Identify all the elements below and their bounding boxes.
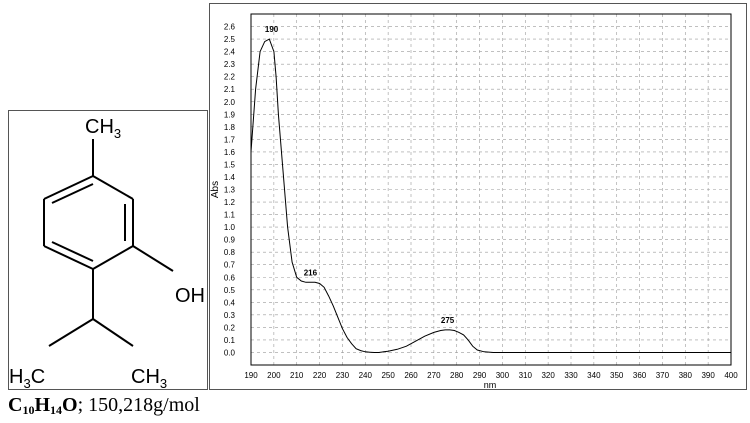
- absorbance-series-line: [250, 38, 731, 353]
- methyl-label: CH3: [85, 116, 121, 141]
- ring-double-bond: [51, 241, 94, 262]
- y-tick-label: 0.7: [224, 261, 236, 270]
- y-tick-label: 0.8: [224, 248, 236, 257]
- hydroxyl-bond: [132, 245, 174, 272]
- y-tick-label: 0.1: [224, 336, 236, 345]
- y-tick-label: 2.1: [224, 85, 236, 94]
- hydroxyl-label: OH: [175, 285, 205, 307]
- y-tick-label: 1.8: [224, 123, 236, 132]
- benzene-ring: [43, 139, 174, 347]
- x-tick-label: 240: [359, 371, 373, 380]
- x-tick-label: 250: [381, 371, 395, 380]
- y-tick-label: 2.3: [224, 60, 236, 69]
- peak-label: 216: [304, 268, 318, 277]
- thymol-structure-diagram: CH3 OH H3C CH3: [9, 116, 205, 391]
- x-tick-label: 220: [313, 371, 327, 380]
- left-methyl-label: H3C: [9, 366, 45, 389]
- y-axis-ticks: 0.0 0.1 0.2 0.3 0.4 0.5 0.6 0.7 0.8 0.9 1.0 1.1 1.2 1…: [224, 23, 236, 358]
- y-axis-label: Abs: [210, 181, 221, 198]
- y-tick-label: 0.0: [224, 348, 236, 357]
- y-tick-label: 1.7: [224, 135, 236, 144]
- y-tick-label: 2.6: [224, 23, 236, 32]
- y-tick-label: 1.2: [224, 198, 236, 207]
- y-tick-label: 1.6: [224, 148, 236, 157]
- ring-double-bond: [51, 183, 94, 204]
- y-tick-label: 1.3: [224, 186, 236, 195]
- y-tick-label: 0.2: [224, 323, 236, 332]
- x-tick-label: 210: [290, 371, 304, 380]
- x-tick-label: 270: [427, 371, 441, 380]
- y-tick-label: 0.3: [224, 311, 236, 320]
- plot-frame: [250, 13, 732, 366]
- ring-bond: [43, 245, 94, 270]
- x-tick-label: 380: [679, 371, 693, 380]
- y-tick-label: 0.9: [224, 236, 236, 245]
- x-tick-label: 350: [610, 371, 624, 380]
- y-tick-label: 0.5: [224, 286, 236, 295]
- molecular-formula: C10H14O; 150,218g/mol: [8, 394, 200, 417]
- y-tick-label: 1.9: [224, 110, 236, 119]
- x-tick-label: 310: [519, 371, 533, 380]
- y-tick-label: 2.2: [224, 73, 236, 82]
- ring-bond: [92, 175, 134, 200]
- x-tick-label: 300: [496, 371, 510, 380]
- x-tick-label: 200: [267, 371, 281, 380]
- y-tick-label: 0.6: [224, 273, 236, 282]
- y-tick-label: 1.0: [224, 223, 236, 232]
- grid: [250, 14, 732, 365]
- x-axis-ticks: 190 200 210 220 230 240 250 260 270 280 290 300 310 3…: [244, 371, 738, 380]
- isopropyl-left-bond: [48, 318, 94, 347]
- y-tick-label: 2.0: [224, 98, 236, 107]
- x-tick-label: 190: [244, 371, 258, 380]
- ring-bond: [43, 175, 94, 200]
- x-tick-label: 340: [587, 371, 601, 380]
- x-tick-label: 400: [724, 371, 738, 380]
- x-tick-label: 360: [633, 371, 647, 380]
- x-tick-label: 290: [473, 371, 487, 380]
- x-tick-label: 280: [450, 371, 464, 380]
- y-tick-label: 1.1: [224, 211, 236, 220]
- y-tick-label: 0.4: [224, 298, 236, 307]
- x-tick-label: 370: [656, 371, 670, 380]
- y-tick-label: 1.4: [224, 173, 236, 182]
- uv-spectrum-panel: 0.0 0.1 0.2 0.3 0.4 0.5 0.6 0.7 0.8 0.9 1.0 1.1 1.2 1…: [209, 3, 747, 390]
- uv-spectrum-chart: 0.0 0.1 0.2 0.3 0.4 0.5 0.6 0.7 0.8 0.9 1.0 1.1 1.2 1…: [210, 13, 738, 390]
- ring-bond: [92, 245, 134, 270]
- x-tick-label: 320: [541, 371, 555, 380]
- x-tick-label: 390: [701, 371, 715, 380]
- x-tick-label: 260: [404, 371, 418, 380]
- x-tick-label: 230: [336, 371, 350, 380]
- molecule-structure-panel: CH3 OH H3C CH3: [8, 110, 208, 391]
- peak-label: 275: [441, 316, 455, 325]
- y-tick-label: 1.5: [224, 160, 236, 169]
- peak-annotations: 190 216 275: [265, 25, 455, 325]
- right-methyl-label: CH3: [131, 366, 167, 389]
- isopropyl-right-bond: [92, 318, 134, 347]
- y-tick-label: 2.5: [224, 35, 236, 44]
- y-tick-label: 2.4: [224, 48, 236, 57]
- peak-label: 190: [265, 25, 279, 34]
- x-tick-label: 330: [564, 371, 578, 380]
- x-axis-label: nm: [484, 380, 497, 389]
